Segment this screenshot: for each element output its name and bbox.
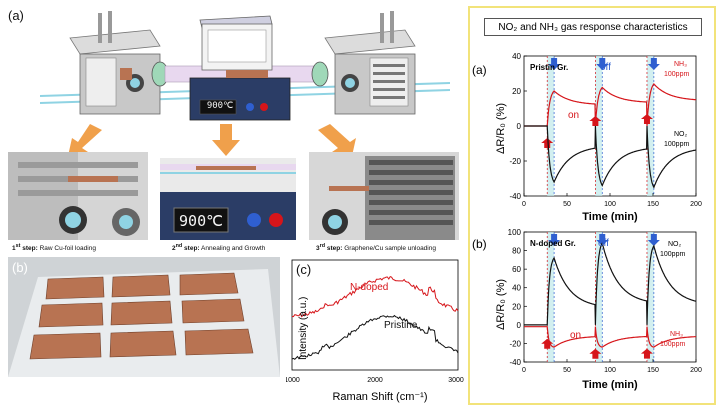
top-nh3-label: NH₃ xyxy=(674,61,687,68)
top-xtick-1: 50 xyxy=(563,201,571,208)
bottom-xtick-3: 150 xyxy=(647,367,659,374)
raman-xtick-3000: 3000 xyxy=(448,377,464,384)
bottom-ytick-4: 20 xyxy=(512,302,521,311)
raman-label-pristine: Pristine xyxy=(384,320,418,331)
step3-caption: 3rd step: Graphene/Cu sample unloading xyxy=(316,243,436,253)
step-arrows xyxy=(68,124,356,156)
top-off-arrow-2 xyxy=(647,58,660,70)
top-xtick-0: 0 xyxy=(522,201,526,208)
bottom-on-arrow-1 xyxy=(589,348,602,359)
arrow-step1 xyxy=(68,124,102,156)
bottom-on-label: on xyxy=(570,330,581,341)
raman-xtick-1000: 1000 xyxy=(286,377,300,384)
step1-caption: 1st step: Raw Cu-foil loading xyxy=(12,243,96,253)
top-ytick-4: -40 xyxy=(509,192,521,201)
bottom-on-arrow-2 xyxy=(640,348,653,359)
bottom-ytick-1: 80 xyxy=(512,247,521,256)
bottom-ytick-6: -20 xyxy=(509,339,521,348)
bottom-ytick-3: 40 xyxy=(512,284,521,293)
step3-image xyxy=(309,152,459,240)
arrow-step2 xyxy=(212,124,240,156)
top-chart-label: (a) xyxy=(472,63,487,77)
gas-response-title: NO₂ and NH₃ gas response characteristics xyxy=(484,18,702,36)
top-ylabel: ΔR/R₀ (%) xyxy=(495,103,507,154)
top-xtick-2: 100 xyxy=(604,201,616,208)
bottom-no2-label: NO₂ xyxy=(668,241,682,248)
bottom-nh3-label: NH₃ xyxy=(670,331,683,338)
top-sample-label: Pristin Gr. xyxy=(530,63,568,72)
step2-temp-display: 900℃ xyxy=(179,212,223,230)
raman-xlabel: Raman Shift (cm⁻¹) xyxy=(332,391,427,403)
top-ytick-1: 20 xyxy=(512,87,521,96)
top-no2-label: NO₂ xyxy=(674,131,688,138)
copper-foil-photo xyxy=(8,257,280,377)
bottom-no2-conc: 100ppm xyxy=(660,251,685,258)
top-xtick-4: 200 xyxy=(690,201,702,208)
top-off-arrow-1 xyxy=(596,58,609,70)
raman-ylabel: Intensity (a.u.) xyxy=(298,297,309,360)
bottom-series-nh3 xyxy=(524,326,697,348)
bottom-xlabel: Time (min) xyxy=(582,379,638,391)
raman-series-pristine xyxy=(291,314,459,360)
raman-axes-frame xyxy=(291,259,459,371)
top-exposure-window-1 xyxy=(595,56,603,196)
bottom-ytick-0: 100 xyxy=(508,228,522,237)
top-exposure-window-2 xyxy=(646,56,654,196)
top-on-arrow-0 xyxy=(541,138,554,148)
top-ytick-3: -20 xyxy=(509,157,521,166)
raman-xtick-2000: 2000 xyxy=(367,377,383,384)
top-nh3-conc: 100ppm xyxy=(664,71,689,78)
bottom-xtick-4: 200 xyxy=(690,367,702,374)
top-no2-conc: 100ppm xyxy=(664,141,689,148)
bottom-exposure-window-1 xyxy=(595,232,603,362)
bottom-on-arrow-0 xyxy=(541,338,554,349)
top-off-arrow-0 xyxy=(548,58,561,70)
panel-b-label: (b) xyxy=(12,260,28,275)
top-exposure-window-0 xyxy=(547,56,555,196)
top-xlabel: Time (min) xyxy=(582,211,638,223)
bottom-off-arrow-1 xyxy=(596,234,609,246)
arrow-step3 xyxy=(318,124,356,156)
top-series-no2 xyxy=(524,125,696,189)
top-on-label: on xyxy=(568,110,579,121)
bottom-xtick-1: 50 xyxy=(563,367,571,374)
top-off-label: off xyxy=(600,62,611,73)
step2-image xyxy=(160,158,296,240)
raman-label-ndoped: N-doped xyxy=(350,282,388,293)
bottom-sample-label: N-doped Gr. xyxy=(530,239,576,248)
panel-c-label: (c) xyxy=(296,262,312,277)
bottom-exposure-window-0 xyxy=(547,232,555,362)
raman-chart: N-doped Pristine Intensity (a.u.) 1000 2… xyxy=(286,259,464,403)
bottom-xtick-0: 0 xyxy=(522,367,526,374)
bottom-chart-label: (b) xyxy=(472,237,487,251)
bottom-nh3-conc: 100ppm xyxy=(660,341,685,348)
panel-a-label: (a) xyxy=(8,8,24,23)
cvd-furnace-schematic xyxy=(40,11,450,121)
bottom-xtick-2: 100 xyxy=(604,367,616,374)
top-ytick-2: 0 xyxy=(517,122,522,131)
top-series-nh3 xyxy=(524,83,696,127)
step1-image xyxy=(8,152,148,240)
top-ytick-0: 40 xyxy=(512,52,521,61)
bottom-series-no2 xyxy=(524,241,697,326)
bottom-off-label: off xyxy=(598,238,609,249)
step2-caption: 2nd step: Annealing and Growth xyxy=(172,243,266,253)
top-xtick-3: 150 xyxy=(647,201,659,208)
bottom-exposure-window-2 xyxy=(646,232,654,362)
bottom-ytick-5: 0 xyxy=(517,321,522,330)
furnace-temp-display: 900℃ xyxy=(206,101,234,111)
bottom-ylabel: ΔR/R₀ (%) xyxy=(495,279,507,330)
bottom-ytick-7: -40 xyxy=(509,358,521,367)
bottom-ytick-2: 60 xyxy=(512,265,521,274)
bottom-off-arrow-2 xyxy=(647,234,660,246)
bottom-off-arrow-0 xyxy=(548,234,561,246)
raman-series-ndoped xyxy=(291,275,459,318)
